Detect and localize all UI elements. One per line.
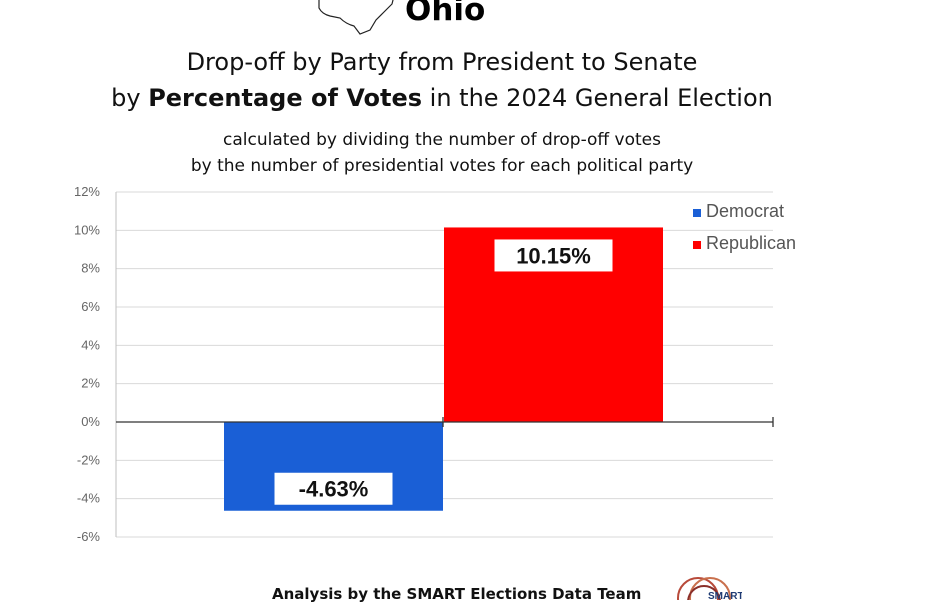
y-tick-label: 2% [81, 376, 100, 391]
y-tick-label: -2% [77, 452, 101, 467]
y-tick-label: 12% [74, 184, 100, 199]
title-suffix: in the 2024 General Election [422, 84, 773, 112]
y-tick-label: -4% [77, 491, 101, 506]
title-bold: Percentage of Votes [148, 84, 423, 112]
state-name: Ohio [405, 0, 486, 28]
logo-text: SMART [708, 591, 742, 600]
legend-swatch [693, 241, 701, 249]
y-tick-label: 4% [81, 337, 100, 352]
legend-label: Republican [706, 233, 796, 253]
y-tick-label: 6% [81, 299, 100, 314]
y-tick-label: 8% [81, 261, 100, 276]
title-prefix: by [111, 84, 149, 112]
footer-credit: Analysis by the SMART Elections Data Tea… [272, 585, 642, 603]
smart-elections-logo: SMART [677, 577, 742, 600]
chart-subtitle-line-2: by the number of presidential votes for … [190, 156, 694, 176]
chart-title-line-1: Drop-off by Party from President to Sena… [186, 48, 698, 76]
data-label-box [274, 472, 393, 505]
chart-title-line-2: by Percentage of Votes in the 2024 Gener… [0, 84, 884, 112]
data-label: -4.63% [299, 477, 369, 502]
legend-swatch [693, 209, 701, 217]
chart-subtitle-line-1: calculated by dividing the number of dro… [223, 130, 661, 150]
data-label: 10.15% [516, 243, 591, 268]
data-label-box [494, 239, 613, 272]
y-tick-label: 0% [81, 414, 100, 429]
y-tick-label: -6% [77, 529, 101, 544]
legend-label: Democrat [706, 201, 784, 221]
y-tick-label: 10% [74, 222, 100, 237]
ohio-map-icon [318, 0, 394, 35]
